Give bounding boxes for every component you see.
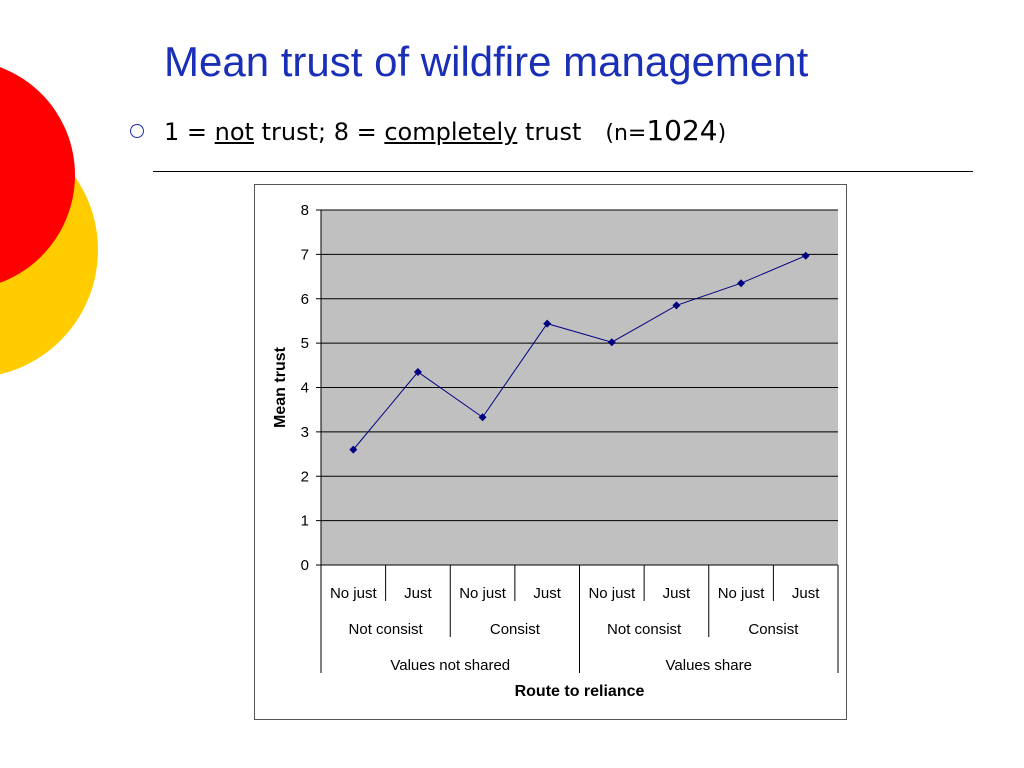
subtitle-line: 1 = not trust; 8 = completely trust (n=10… [130, 114, 726, 147]
subtitle-mid: trust; 8 = [253, 118, 385, 146]
x-tick-label: Just [663, 585, 691, 602]
subtitle-prefix: 1 = [164, 118, 215, 146]
data-point [413, 367, 422, 376]
data-point [478, 413, 487, 422]
series-line [352, 255, 806, 450]
x-tick-label: No just [330, 585, 378, 602]
x-tick-label: No just [718, 585, 766, 602]
x-tick-label: No just [459, 585, 507, 602]
x-group-label: Consist [748, 621, 799, 638]
x-tick-label: Just [404, 585, 432, 602]
y-tick-label: 4 [301, 380, 309, 397]
data-point [607, 338, 616, 347]
x-group-label: Not consist [607, 621, 682, 638]
bullet-icon [130, 124, 144, 138]
y-tick-label: 7 [301, 246, 309, 263]
y-axis-title: Mean trust [272, 346, 289, 428]
subtitle-completely: completely [384, 118, 518, 146]
y-tick-label: 0 [301, 557, 309, 574]
data-point [737, 279, 746, 288]
y-tick-label: 1 [301, 513, 309, 530]
sample-size-open: (n= [605, 121, 647, 146]
x-tick-label: No just [588, 585, 636, 602]
red-circle [0, 67, 75, 283]
x-supergroup-label: Values not shared [390, 657, 510, 674]
y-tick-label: 5 [301, 335, 309, 352]
slide-title: Mean trust of wildfire management [164, 38, 809, 85]
x-group-label: Not consist [349, 621, 424, 638]
line-chart: 0 1 2 3 4 5 6 7 8 No just Just No just Just No just Ju… [272, 202, 839, 700]
x-supergroup-label: Values share [666, 657, 752, 674]
subtitle-suffix: trust [517, 118, 582, 146]
sample-size-value: 1024 [646, 114, 718, 147]
y-tick-label: 2 [301, 468, 309, 485]
x-axis-title: Route to reliance [515, 683, 645, 700]
x-tick-label: Just [792, 585, 820, 602]
divider-line [153, 171, 973, 172]
x-tick-label: Just [533, 585, 561, 602]
data-point [349, 445, 358, 454]
subtitle-not: not [214, 118, 254, 146]
decorative-circles [0, 67, 98, 375]
data-point [801, 251, 810, 260]
y-tick-label: 3 [301, 424, 309, 441]
data-point [672, 301, 681, 310]
sample-size-close: ) [717, 121, 727, 146]
x-group-label: Consist [490, 621, 541, 638]
y-tick-label: 8 [301, 202, 309, 219]
y-tick-label: 6 [301, 291, 309, 308]
data-point [543, 319, 552, 328]
